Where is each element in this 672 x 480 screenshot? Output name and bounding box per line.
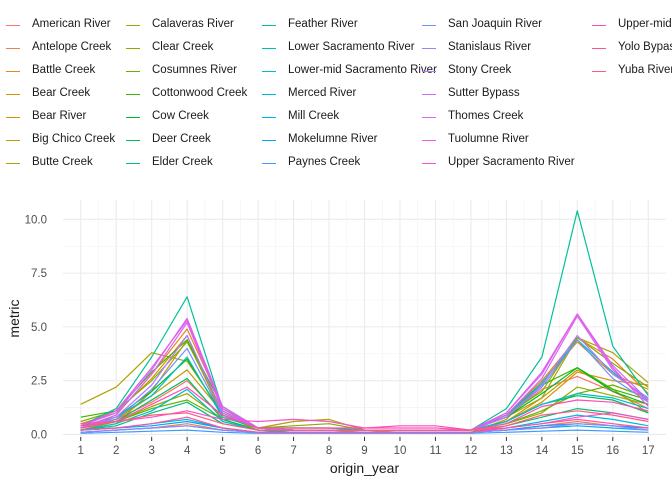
legend-label: Stony Creek xyxy=(448,64,512,76)
series-lines xyxy=(80,210,649,434)
legend-key xyxy=(422,163,436,164)
legend-label: Calaveras River xyxy=(152,18,234,30)
legend-label: Yuba River xyxy=(618,64,672,76)
legend-label: Mill Creek xyxy=(288,110,340,122)
legend-label: Lower-mid Sacramento River xyxy=(288,64,437,76)
legend-label: Elder Creek xyxy=(152,156,213,168)
legend-label: San Joaquin River xyxy=(448,18,542,30)
legend-key xyxy=(262,94,276,95)
legend-label: Bear Creek xyxy=(32,87,91,99)
x-tick-label: 15 xyxy=(571,445,584,457)
legend-label: Big Chico Creek xyxy=(32,133,116,145)
x-tick-label: 9 xyxy=(361,445,367,457)
legend-key xyxy=(126,25,140,26)
legend-key xyxy=(422,48,436,49)
legend-label: Yolo Bypass xyxy=(618,41,672,53)
x-tick-label: 13 xyxy=(500,445,513,457)
x-tick-label: 14 xyxy=(535,445,548,457)
legend-label: Feather River xyxy=(288,18,358,30)
x-tick-label: 12 xyxy=(465,445,478,457)
y-axis-ticks: 0.0 2.5 5.0 7.5 10.0 xyxy=(25,214,47,441)
legend-key xyxy=(422,71,436,72)
legend-key xyxy=(6,163,20,164)
legend-key xyxy=(262,140,276,141)
x-axis-title: origin_year xyxy=(330,460,400,476)
series-line xyxy=(80,386,649,431)
x-tick-label: 1 xyxy=(78,445,84,457)
legend-key xyxy=(6,117,20,118)
x-tick-label: 5 xyxy=(219,445,225,457)
legend-key xyxy=(422,94,436,95)
legend-label: Merced River xyxy=(288,87,357,99)
legend-label: Antelope Creek xyxy=(32,41,112,53)
legend-label: Butte Creek xyxy=(32,156,93,168)
x-tick-label: 2 xyxy=(113,445,119,457)
x-tick-label: 8 xyxy=(326,445,332,457)
legend: American River Antelope Creek Battle Creek… xyxy=(0,0,672,180)
legend-label: Sutter Bypass xyxy=(448,87,520,99)
legend-label: American River xyxy=(32,18,111,30)
legend-key xyxy=(126,140,140,141)
legend-label: Tuolumne River xyxy=(448,133,529,145)
y-tick-label: 7.5 xyxy=(31,268,47,280)
legend-key xyxy=(592,48,606,49)
y-tick-label: 0.0 xyxy=(31,429,47,441)
x-axis-ticks: 1 2 3 4 5 6 7 8 9 10 11 12 13 14 15 16 17 xyxy=(78,437,655,457)
line-chart: 0.02.55.07.510.0 1 2 3 4 5 6 7 8 9 10 11 12 13 14 15 16… xyxy=(6,200,666,476)
legend-key xyxy=(126,71,140,72)
legend-label: Clear Creek xyxy=(152,41,214,53)
y-axis-title: metric xyxy=(6,299,22,337)
legend-key xyxy=(6,48,20,49)
y-tick-label: 5.0 xyxy=(31,322,47,334)
legend-key xyxy=(422,140,436,141)
legend-label: Bear River xyxy=(32,110,87,122)
series-line xyxy=(80,410,649,431)
legend-key xyxy=(262,117,276,118)
legend-label: Cow Creek xyxy=(152,110,209,122)
legend-label: Paynes Creek xyxy=(288,156,361,168)
legend-key xyxy=(126,163,140,164)
legend-key xyxy=(262,25,276,26)
legend-key xyxy=(6,94,20,95)
x-tick-label: 4 xyxy=(184,445,191,457)
legend-key xyxy=(126,48,140,49)
legend-key xyxy=(262,163,276,164)
x-tick-label: 11 xyxy=(429,445,441,457)
y-tick-label: 2.5 xyxy=(31,376,47,388)
x-tick-label: 3 xyxy=(148,445,154,457)
legend-key xyxy=(6,25,20,26)
legend-label: Upper Sacramento River xyxy=(448,156,575,168)
legend-label: Lower Sacramento River xyxy=(288,41,415,53)
legend-key xyxy=(592,71,606,72)
legend-label: Thomes Creek xyxy=(448,110,524,122)
x-tick-label: 6 xyxy=(255,445,261,457)
legend-label: Cosumnes River xyxy=(152,64,237,76)
legend-label: Mokelumne River xyxy=(288,133,378,145)
legend-label: Deer Creek xyxy=(152,133,211,145)
x-tick-label: 7 xyxy=(290,445,296,457)
x-tick-label: 16 xyxy=(606,445,619,457)
legend-key xyxy=(592,25,606,26)
major-gridlines xyxy=(63,200,666,437)
legend-label: Stanislaus River xyxy=(448,41,532,53)
series-line xyxy=(80,416,649,433)
legend-key xyxy=(422,117,436,118)
x-tick-label: 17 xyxy=(642,445,655,457)
legend-key xyxy=(422,25,436,26)
legend-label: Battle Creek xyxy=(32,64,96,76)
legend-label: Upper-mid Sacramento River xyxy=(618,18,672,30)
legend-key xyxy=(6,140,20,141)
legend-key xyxy=(6,71,20,72)
legend-key xyxy=(126,117,140,118)
x-tick-label: 10 xyxy=(394,445,407,457)
legend-key xyxy=(262,48,276,49)
legend-key xyxy=(262,71,276,72)
series-line xyxy=(80,429,649,434)
legend-key xyxy=(126,94,140,95)
legend-label: Cottonwood Creek xyxy=(152,87,248,99)
y-tick-label: 10.0 xyxy=(25,214,47,226)
